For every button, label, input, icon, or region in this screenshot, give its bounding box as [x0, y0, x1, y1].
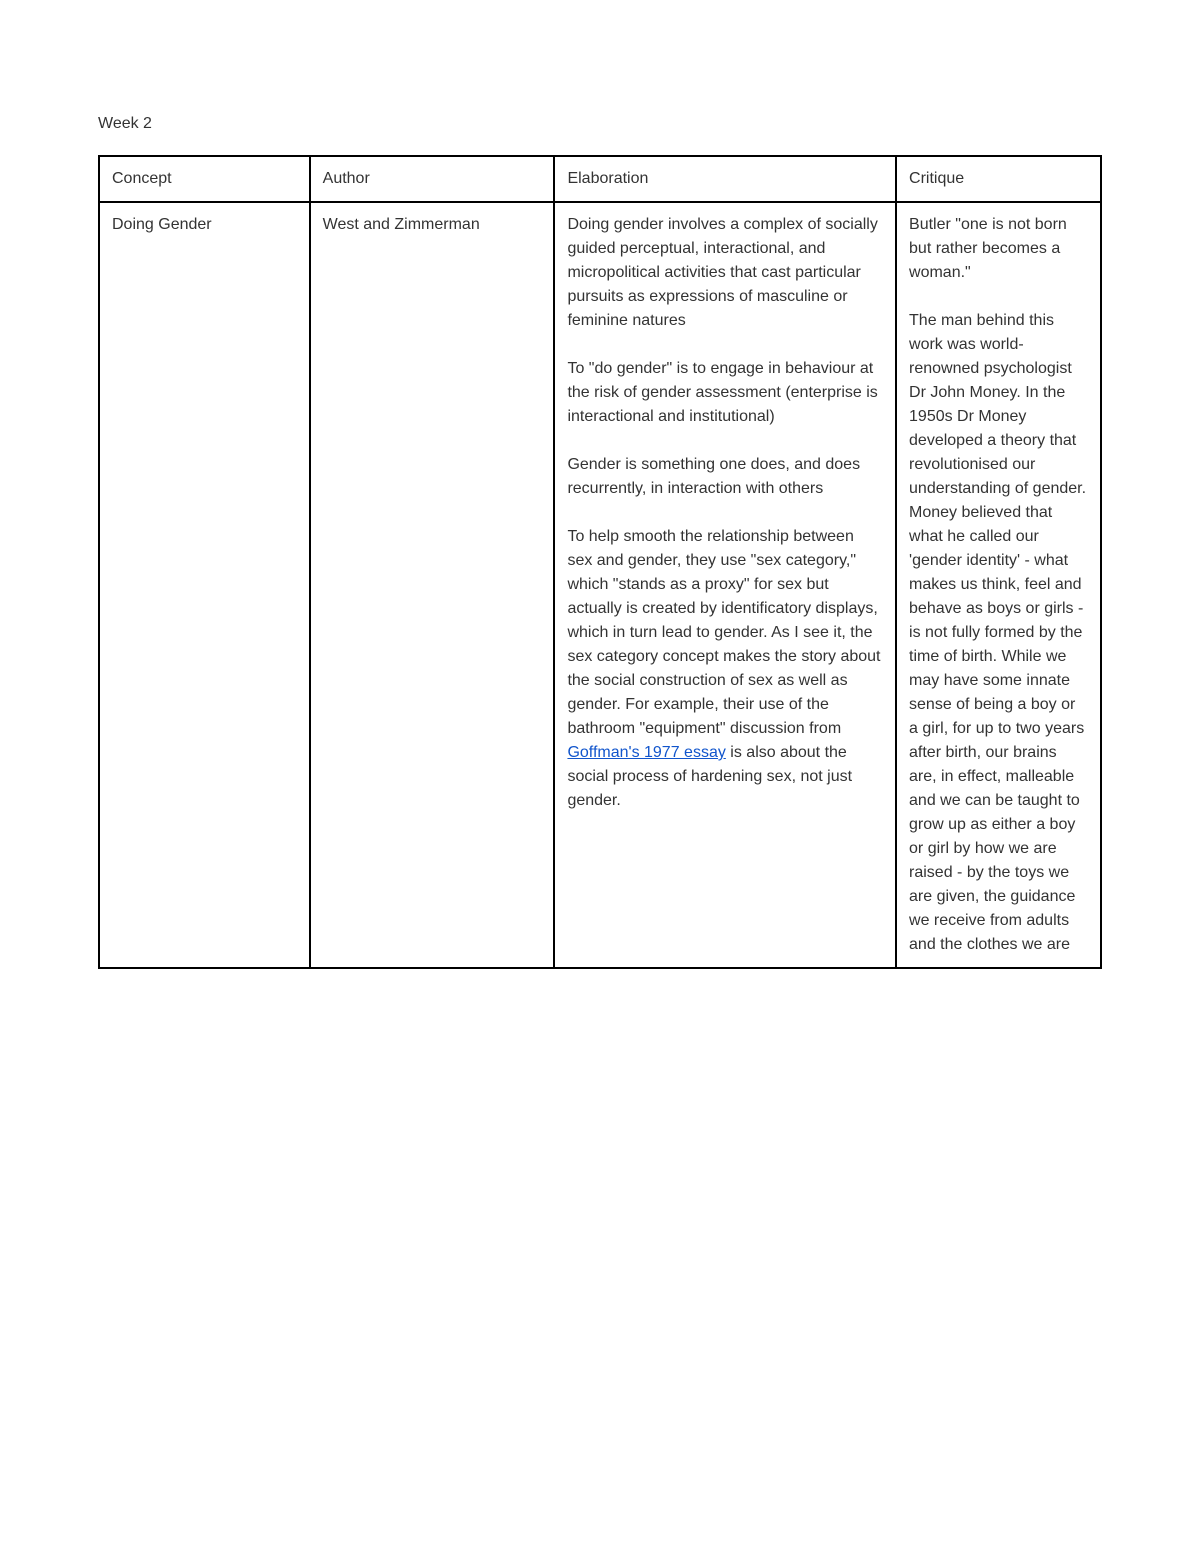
table-row: Doing Gender West and Zimmerman Doing ge… [99, 202, 1101, 968]
goffman-essay-link[interactable]: Goffman's 1977 essay [567, 744, 725, 761]
header-author: Author [310, 156, 555, 202]
header-critique: Critique [896, 156, 1101, 202]
page-title: Week 2 [98, 115, 1102, 133]
elaboration-text: To help smooth the relationship between … [567, 528, 880, 737]
elaboration-paragraph: Doing gender involves a complex of socia… [567, 213, 883, 333]
cell-critique: Butler "one is not born but rather becom… [896, 202, 1101, 968]
cell-concept: Doing Gender [99, 202, 310, 968]
header-concept: Concept [99, 156, 310, 202]
cell-elaboration: Doing gender involves a complex of socia… [554, 202, 896, 968]
critique-paragraph: The man behind this work was world-renow… [909, 309, 1088, 957]
elaboration-paragraph: To "do gender" is to engage in behaviour… [567, 357, 883, 429]
table-header-row: Concept Author Elaboration Critique [99, 156, 1101, 202]
critique-paragraph: Butler "one is not born but rather becom… [909, 213, 1088, 285]
cell-author: West and Zimmerman [310, 202, 555, 968]
elaboration-paragraph: To help smooth the relationship between … [567, 525, 883, 813]
header-elaboration: Elaboration [554, 156, 896, 202]
elaboration-paragraph: Gender is something one does, and does r… [567, 453, 883, 501]
concept-table: Concept Author Elaboration Critique Doin… [98, 155, 1102, 969]
